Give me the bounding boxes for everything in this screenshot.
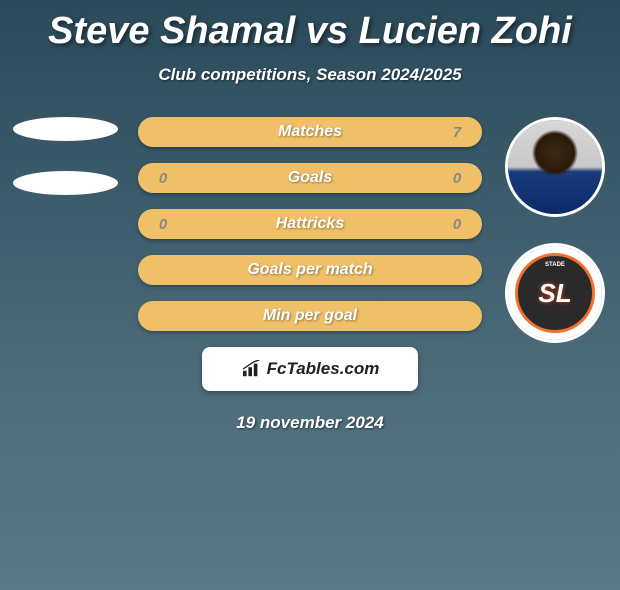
club-avatar: STADE SL [505, 243, 605, 343]
stat-label: Matches [188, 123, 432, 141]
stat-row-goals-per-match: Goals per match [138, 255, 482, 285]
stat-right-value: 0 [432, 216, 482, 233]
stat-label: Goals per match [188, 261, 432, 279]
stat-label: Goals [188, 169, 432, 187]
club-badge: STADE SL [515, 253, 595, 333]
stat-row-hattricks: 0 Hattricks 0 [138, 209, 482, 239]
brand-box[interactable]: FcTables.com [202, 347, 418, 391]
stat-label: Hattricks [188, 215, 432, 233]
page-title: Steve Shamal vs Lucien Zohi [0, 10, 620, 53]
stat-label: Min per goal [188, 307, 432, 325]
placeholder-avatar-2 [13, 171, 118, 195]
right-player-column: STADE SL [500, 117, 610, 369]
brand-text: FcTables.com [267, 359, 380, 379]
stat-row-matches: Matches 7 [138, 117, 482, 147]
placeholder-avatar-1 [13, 117, 118, 141]
stat-left-value: 0 [138, 170, 188, 187]
club-badge-top-text: STADE [545, 262, 565, 268]
club-badge-letters: SL [538, 278, 571, 309]
player-photo [508, 120, 602, 214]
stat-left-value: 0 [138, 216, 188, 233]
chart-icon [241, 360, 263, 378]
stat-row-goals: 0 Goals 0 [138, 163, 482, 193]
player-avatar [505, 117, 605, 217]
comparison-content: STADE SL Matches 7 0 Goals 0 0 Hattricks… [0, 117, 620, 433]
stat-right-value: 0 [432, 170, 482, 187]
stat-row-min-per-goal: Min per goal [138, 301, 482, 331]
left-player-column [10, 117, 120, 225]
subtitle: Club competitions, Season 2024/2025 [0, 65, 620, 85]
stat-rows: Matches 7 0 Goals 0 0 Hattricks 0 Goals … [138, 117, 482, 331]
date-text: 19 november 2024 [0, 413, 620, 433]
club-logo-wrapper: STADE SL [508, 246, 602, 340]
stat-right-value: 7 [432, 124, 482, 141]
